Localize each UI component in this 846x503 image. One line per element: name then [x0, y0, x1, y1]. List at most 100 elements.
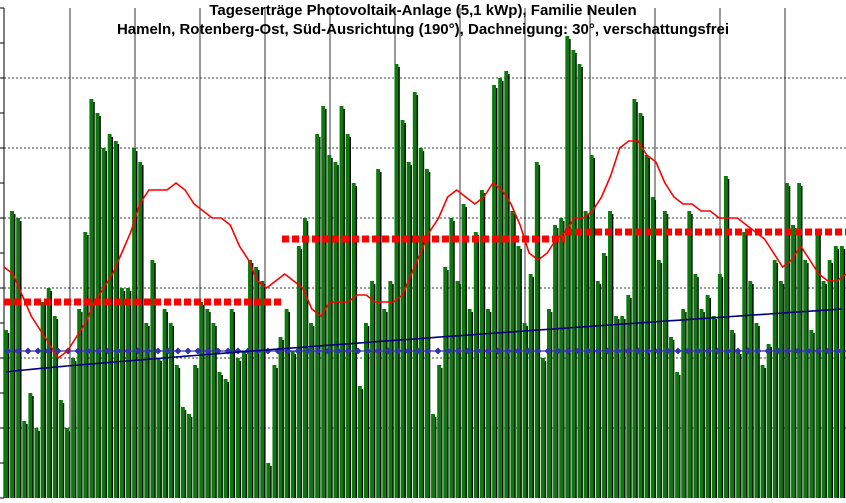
reference-marker: [794, 347, 802, 355]
bar: [217, 372, 222, 498]
reference-marker: [404, 347, 412, 355]
bar: [626, 295, 631, 498]
reference-marker: [344, 347, 352, 355]
reference-marker: [544, 347, 552, 355]
reference-marker: [694, 347, 702, 355]
bar: [254, 267, 259, 498]
bar: [833, 246, 838, 498]
bar: [345, 134, 350, 498]
bar: [89, 99, 94, 498]
chart-subtitle: Hameln, Rotenberg-Ost, Süd-Ausrichtung (…: [116, 21, 730, 38]
bar: [187, 414, 191, 498]
reference-marker: [594, 347, 602, 355]
bar: [821, 281, 826, 498]
reference-marker: [34, 347, 42, 355]
bar: [65, 428, 69, 498]
reference-marker: [374, 347, 382, 355]
reference-marker: [524, 347, 532, 355]
bar: [211, 323, 216, 498]
bar: [4, 330, 8, 498]
bar: [77, 309, 82, 498]
bar: [272, 365, 277, 498]
reference-marker: [804, 347, 812, 355]
reference-marker: [534, 347, 542, 355]
bar: [784, 183, 789, 498]
bar: [492, 85, 497, 498]
reference-marker: [484, 347, 492, 355]
bar: [296, 246, 301, 498]
bar: [150, 260, 155, 498]
bar: [736, 351, 741, 498]
bar: [516, 246, 521, 498]
bar: [370, 281, 374, 498]
bar: [608, 211, 612, 498]
reference-marker: [554, 347, 562, 355]
bar: [302, 218, 307, 498]
bar: [547, 309, 551, 498]
bar: [656, 260, 661, 498]
reference-marker: [324, 347, 332, 355]
bar: [486, 309, 490, 498]
bar: [827, 260, 832, 498]
reference-marker: [234, 347, 242, 355]
bar: [614, 316, 619, 498]
reference-marker: [194, 347, 202, 355]
bar: [205, 309, 210, 498]
bar: [34, 428, 39, 498]
reference-marker: [764, 347, 772, 355]
reference-marker: [424, 347, 432, 355]
bar: [199, 302, 204, 498]
bar: [52, 316, 57, 498]
reference-marker: [664, 347, 672, 355]
bar: [687, 211, 692, 498]
bar: [644, 155, 649, 498]
reference-marker: [24, 347, 32, 355]
reference-marker: [74, 347, 82, 355]
bar: [473, 232, 478, 498]
reference-marker: [834, 347, 842, 355]
reference-marker: [364, 347, 372, 355]
reference-marker: [454, 347, 462, 355]
reference-marker: [84, 347, 92, 355]
bar: [662, 211, 667, 498]
bar: [565, 36, 570, 498]
reference-marker: [654, 347, 662, 355]
bar: [388, 281, 393, 498]
reference-marker: [474, 347, 482, 355]
bar: [315, 134, 320, 498]
reference-marker: [444, 347, 452, 355]
bar: [760, 365, 765, 498]
bar: [28, 393, 33, 498]
reference-marker: [644, 347, 652, 355]
bar: [357, 386, 362, 498]
bar: [376, 169, 381, 498]
bar: [797, 183, 802, 498]
reference-marker: [734, 347, 742, 355]
bar: [132, 148, 137, 498]
reference-marker: [814, 347, 822, 355]
reference-marker: [54, 347, 62, 355]
bar: [400, 120, 405, 498]
bar: [101, 148, 106, 498]
reference-marker: [334, 347, 342, 355]
bar: [540, 358, 545, 498]
bar: [632, 99, 637, 498]
reference-marker: [164, 347, 172, 355]
reference-marker: [604, 347, 612, 355]
reference-marker: [674, 347, 682, 355]
bar: [559, 218, 564, 498]
reference-marker: [314, 347, 322, 355]
reference-marker: [754, 347, 762, 355]
bar: [119, 288, 124, 498]
reference-marker: [494, 347, 502, 355]
bar: [309, 323, 313, 498]
bar: [406, 162, 411, 498]
bar: [803, 260, 808, 498]
reference-marker: [4, 347, 12, 355]
bar: [327, 155, 332, 498]
bar: [284, 309, 289, 498]
bar: [382, 309, 387, 498]
bar: [711, 316, 716, 498]
reference-marker: [174, 347, 182, 355]
